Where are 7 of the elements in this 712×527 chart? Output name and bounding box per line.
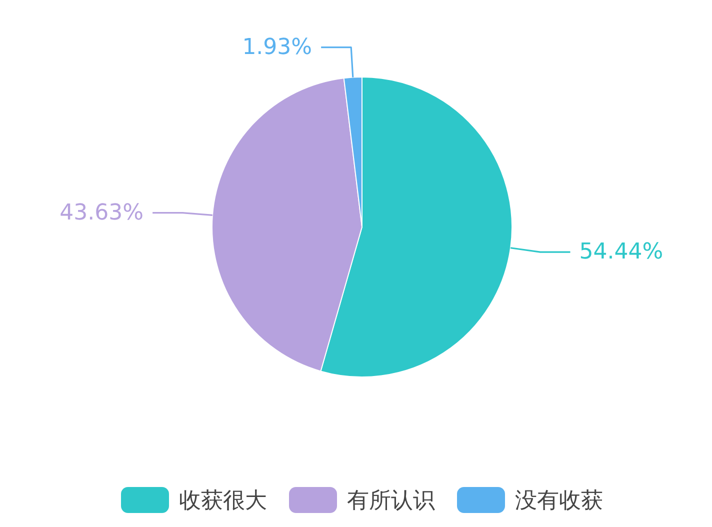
- pie: 54.44% 43.63% 1.93%: [60, 34, 664, 378]
- legend-label: 有所认识: [347, 488, 435, 514]
- legend-label: 收获很大: [179, 488, 267, 514]
- data-label: 54.44%: [579, 240, 664, 265]
- data-label: 43.63%: [60, 200, 144, 226]
- legend-label: 没有收获: [515, 488, 603, 514]
- data-label: 1.93%: [242, 34, 312, 60]
